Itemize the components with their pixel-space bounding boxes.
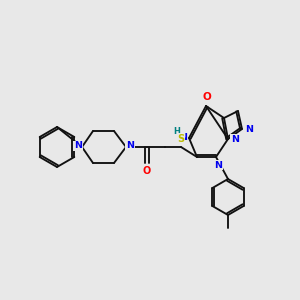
Text: N: N	[74, 142, 82, 151]
Text: N: N	[179, 133, 187, 142]
Text: N: N	[245, 124, 253, 134]
Text: N: N	[214, 160, 222, 169]
Text: N: N	[231, 134, 239, 143]
Text: H: H	[174, 128, 180, 136]
Text: O: O	[143, 166, 151, 176]
Text: N: N	[126, 142, 134, 151]
Text: S: S	[177, 134, 184, 144]
Text: O: O	[202, 92, 211, 102]
